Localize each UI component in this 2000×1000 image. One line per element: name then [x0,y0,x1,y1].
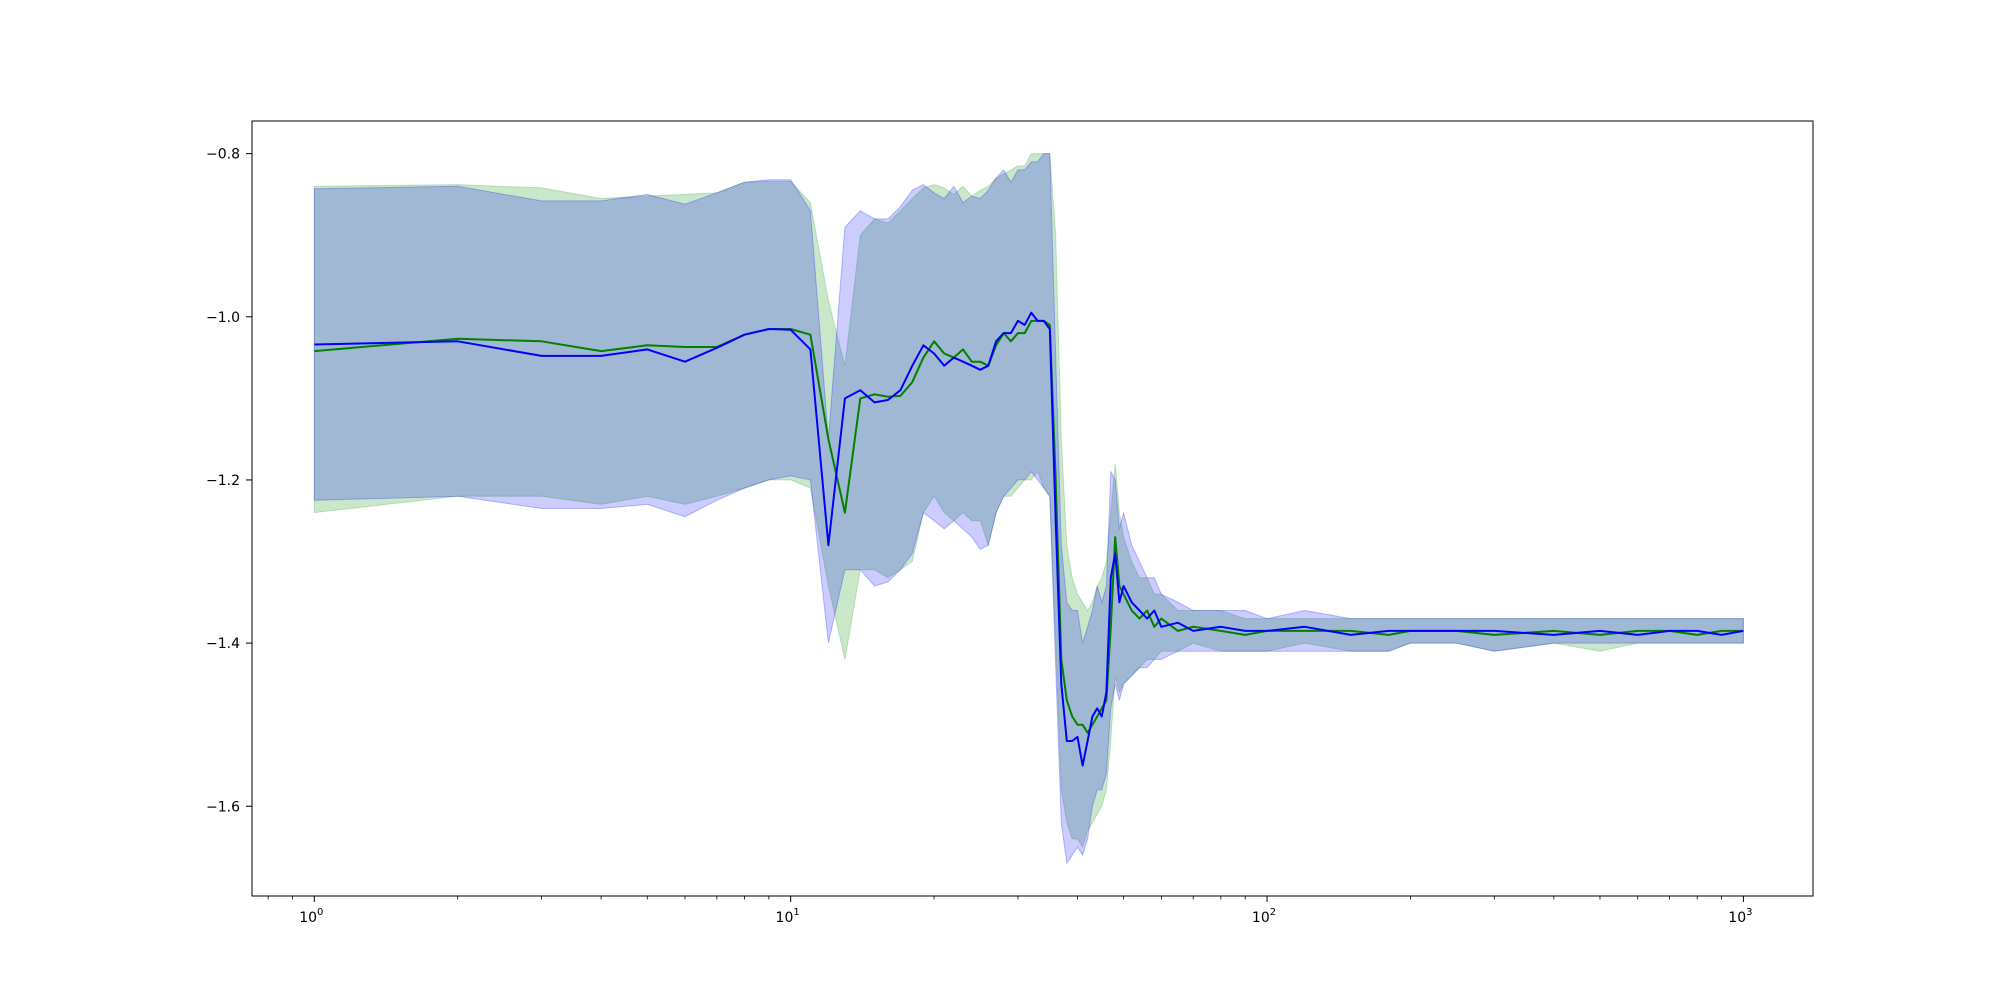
y-tick-label: −1.2 [206,473,240,489]
y-tick-label: −1.0 [206,310,240,326]
confidence-bands [313,153,1744,865]
x-tick-label-exponent: 1 [793,907,799,918]
x-tick-label-base: 10 [299,910,317,926]
series-1-line [314,311,1744,767]
series-1-band [313,153,1744,865]
y-tick-label: −1.6 [206,799,240,815]
x-tick-label-exponent: 3 [1746,907,1752,918]
plot-area [313,153,1744,865]
x-tick-label-base: 10 [1728,910,1746,926]
x-tick-label-base: 10 [776,910,794,926]
x-tick-label: 103 [1728,907,1752,926]
y-tick-label: −1.4 [206,636,240,652]
series-lines [314,311,1744,767]
series-0-band [313,153,1744,849]
y-tick-label: −0.8 [206,147,240,163]
x-tick-label: 100 [299,907,323,926]
x-axis: 100 101 102 103 [267,896,1752,926]
y-axis: −0.8 −1.0 −1.2 −1.4 −1.6 [206,147,252,815]
axes-frame [251,120,1814,897]
x-tick-label: 101 [776,907,800,926]
x-tick-label-base: 10 [1252,910,1270,926]
x-tick-label: 102 [1252,907,1276,926]
x-tick-label-exponent: 2 [1270,907,1276,918]
x-tick-label-exponent: 0 [317,907,323,918]
